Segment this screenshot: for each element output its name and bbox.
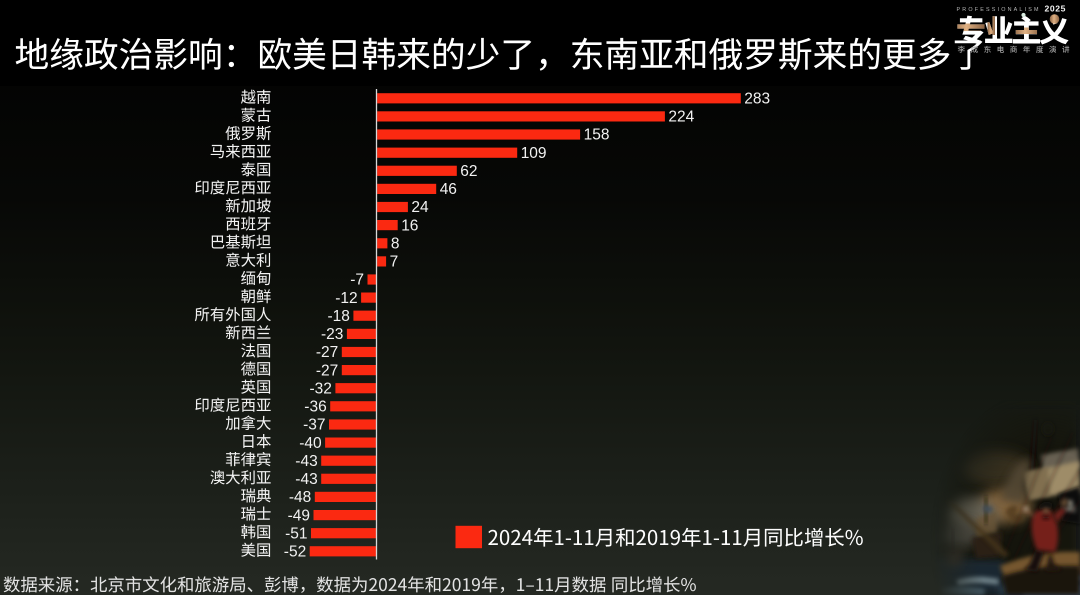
svg-text:-18: -18 <box>327 308 349 325</box>
svg-text:224: 224 <box>668 109 694 126</box>
svg-text:-23: -23 <box>321 326 343 343</box>
svg-text:7: 7 <box>390 254 399 271</box>
svg-text:-43: -43 <box>295 471 317 488</box>
svg-text:-32: -32 <box>309 380 331 397</box>
svg-text:PROFESSIONALISM: PROFESSIONALISM <box>957 7 1041 13</box>
svg-text:24: 24 <box>411 199 429 216</box>
svg-text:109: 109 <box>521 145 547 162</box>
svg-text:-43: -43 <box>295 453 317 470</box>
svg-text:-12: -12 <box>335 290 357 307</box>
svg-text:16: 16 <box>401 217 418 234</box>
svg-text:158: 158 <box>584 127 610 144</box>
svg-text:-48: -48 <box>289 489 311 506</box>
svg-text:-51: -51 <box>285 525 307 542</box>
svg-text:8: 8 <box>391 236 400 253</box>
svg-text:-40: -40 <box>299 435 322 452</box>
svg-text:-7: -7 <box>350 272 364 289</box>
svg-text:-37: -37 <box>303 417 325 434</box>
svg-text:-36: -36 <box>304 399 326 416</box>
svg-text:62: 62 <box>460 163 477 180</box>
svg-text:-27: -27 <box>316 344 338 361</box>
svg-text:283: 283 <box>744 91 770 108</box>
svg-text:-27: -27 <box>316 362 338 379</box>
svg-text:2025: 2025 <box>1045 3 1067 13</box>
svg-text:-49: -49 <box>288 507 310 524</box>
svg-text:46: 46 <box>440 181 457 198</box>
svg-text:-52: -52 <box>284 544 306 561</box>
